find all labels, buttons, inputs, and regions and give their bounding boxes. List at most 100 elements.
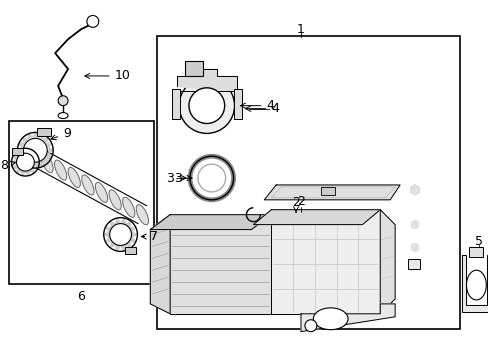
Circle shape bbox=[23, 138, 47, 162]
Polygon shape bbox=[18, 148, 21, 153]
Polygon shape bbox=[26, 171, 29, 176]
Text: 3: 3 bbox=[166, 171, 174, 185]
Ellipse shape bbox=[95, 182, 107, 202]
Bar bbox=[9, 121, 154, 284]
Polygon shape bbox=[13, 165, 18, 168]
Polygon shape bbox=[17, 151, 21, 156]
Polygon shape bbox=[13, 156, 18, 159]
Polygon shape bbox=[47, 153, 52, 158]
Polygon shape bbox=[411, 243, 418, 251]
Polygon shape bbox=[132, 232, 137, 237]
Ellipse shape bbox=[41, 153, 53, 173]
Polygon shape bbox=[19, 153, 23, 158]
Polygon shape bbox=[116, 246, 120, 251]
Ellipse shape bbox=[68, 167, 80, 188]
Ellipse shape bbox=[54, 160, 66, 180]
Bar bbox=[124, 247, 136, 254]
Polygon shape bbox=[116, 218, 120, 224]
Polygon shape bbox=[110, 221, 115, 227]
Polygon shape bbox=[22, 138, 27, 142]
Bar bbox=[407, 259, 419, 269]
Circle shape bbox=[198, 164, 225, 192]
Polygon shape bbox=[121, 246, 125, 251]
Bar bbox=[37, 129, 51, 136]
Polygon shape bbox=[21, 171, 25, 176]
Polygon shape bbox=[253, 210, 380, 225]
Polygon shape bbox=[35, 160, 39, 164]
Ellipse shape bbox=[81, 175, 94, 195]
Polygon shape bbox=[410, 185, 418, 195]
Polygon shape bbox=[380, 210, 394, 314]
Circle shape bbox=[305, 320, 316, 332]
Bar bbox=[320, 187, 334, 195]
Polygon shape bbox=[103, 232, 109, 237]
Polygon shape bbox=[33, 164, 38, 168]
Polygon shape bbox=[19, 143, 23, 147]
Text: 4: 4 bbox=[271, 102, 279, 115]
Ellipse shape bbox=[27, 145, 40, 165]
Polygon shape bbox=[264, 185, 399, 200]
Polygon shape bbox=[126, 221, 131, 227]
Text: 2: 2 bbox=[296, 195, 305, 208]
Polygon shape bbox=[21, 149, 25, 153]
Ellipse shape bbox=[136, 204, 148, 225]
Text: 4: 4 bbox=[240, 99, 274, 112]
Polygon shape bbox=[38, 134, 43, 139]
Polygon shape bbox=[170, 215, 271, 314]
Ellipse shape bbox=[109, 190, 121, 210]
Polygon shape bbox=[300, 304, 394, 332]
Text: 1: 1 bbox=[296, 23, 305, 36]
Text: 7: 7 bbox=[141, 230, 158, 243]
Bar bbox=[184, 61, 203, 76]
Ellipse shape bbox=[122, 197, 135, 217]
Text: 8: 8 bbox=[0, 159, 16, 172]
Polygon shape bbox=[411, 221, 418, 229]
Text: 5: 5 bbox=[474, 235, 483, 248]
Text: 3: 3 bbox=[174, 171, 192, 185]
Ellipse shape bbox=[58, 113, 68, 118]
Polygon shape bbox=[30, 151, 34, 156]
Polygon shape bbox=[33, 132, 38, 136]
Bar bbox=[12, 148, 23, 155]
Polygon shape bbox=[30, 168, 34, 173]
Polygon shape bbox=[43, 158, 48, 163]
Polygon shape bbox=[461, 255, 488, 312]
Bar bbox=[468, 247, 482, 257]
Circle shape bbox=[87, 15, 99, 27]
Text: 9: 9 bbox=[51, 127, 71, 140]
Polygon shape bbox=[271, 210, 380, 314]
Ellipse shape bbox=[466, 270, 486, 300]
Polygon shape bbox=[26, 149, 29, 153]
Bar bbox=[172, 89, 180, 118]
Polygon shape bbox=[126, 242, 131, 248]
Polygon shape bbox=[47, 143, 52, 147]
Circle shape bbox=[179, 78, 234, 134]
Circle shape bbox=[17, 153, 34, 171]
Polygon shape bbox=[105, 238, 111, 242]
Polygon shape bbox=[121, 218, 125, 224]
Polygon shape bbox=[33, 156, 38, 159]
Polygon shape bbox=[150, 215, 170, 314]
Circle shape bbox=[188, 88, 224, 123]
Polygon shape bbox=[177, 69, 236, 91]
Polygon shape bbox=[17, 168, 21, 173]
Text: 2: 2 bbox=[291, 196, 299, 212]
Polygon shape bbox=[110, 242, 115, 248]
Polygon shape bbox=[38, 162, 43, 167]
Polygon shape bbox=[43, 138, 48, 142]
Circle shape bbox=[58, 96, 68, 106]
Polygon shape bbox=[33, 165, 38, 168]
Polygon shape bbox=[28, 134, 32, 139]
Text: 6: 6 bbox=[77, 291, 85, 303]
Polygon shape bbox=[130, 227, 136, 231]
Polygon shape bbox=[49, 148, 53, 153]
Ellipse shape bbox=[313, 308, 347, 330]
Polygon shape bbox=[12, 160, 16, 164]
Polygon shape bbox=[130, 238, 136, 242]
Polygon shape bbox=[28, 162, 32, 167]
Polygon shape bbox=[105, 227, 111, 231]
Circle shape bbox=[109, 224, 131, 246]
Bar bbox=[157, 36, 459, 329]
Polygon shape bbox=[22, 158, 27, 163]
Text: 10: 10 bbox=[84, 69, 130, 82]
